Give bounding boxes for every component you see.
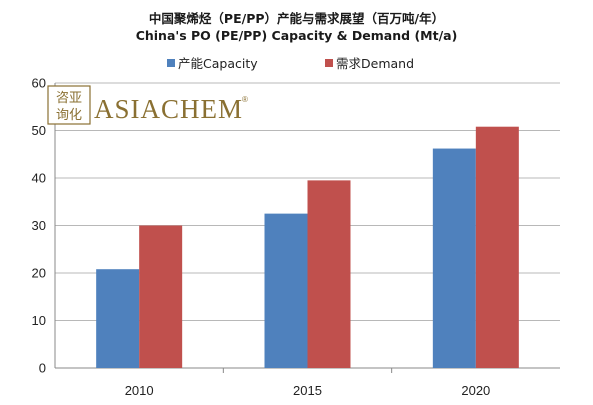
x-tick-label-2020: 2020: [461, 383, 490, 398]
bar-demand-2010: [139, 225, 183, 368]
chart-title: 中国聚烯烃（PE/PP）产能与需求展望（百万吨/年）: [148, 11, 445, 26]
logo-seal-text-bottom: 询化: [56, 108, 82, 123]
y-tick-label: 0: [39, 361, 46, 376]
y-tick-label: 40: [32, 171, 46, 186]
bar-demand-2015: [307, 180, 351, 368]
y-tick-label: 20: [32, 266, 46, 281]
legend: 产能Capacity 需求Demand: [167, 56, 414, 71]
y-tick-label: 60: [32, 76, 46, 91]
y-tick-label: 10: [32, 313, 46, 328]
logo-registered-mark: ®: [242, 95, 248, 104]
bars: [96, 126, 519, 368]
logo-seal-box: [47, 85, 91, 125]
x-tick-label-2010: 2010: [125, 383, 154, 398]
legend-swatch-demand: [325, 59, 333, 67]
legend-label-capacity: 产能Capacity: [178, 56, 258, 71]
asiachem-logo: 咨亚 询化 ASIACHEM ®: [47, 85, 248, 125]
x-tick-label-2015: 2015: [293, 383, 322, 398]
logo-seal-text-top: 咨亚: [56, 91, 82, 106]
legend-swatch-capacity: [167, 59, 175, 67]
bar-capacity-2020: [432, 148, 476, 368]
bar-capacity-2010: [96, 269, 140, 368]
chart-subtitle: China's PO (PE/PP) Capacity & Demand (Mt…: [135, 28, 458, 43]
bar-demand-2020: [475, 126, 519, 368]
y-tick-label: 50: [32, 123, 46, 138]
logo-wordmark: ASIACHEM: [94, 94, 243, 124]
legend-label-demand: 需求Demand: [336, 56, 414, 71]
bar-capacity-2015: [264, 213, 308, 368]
y-tick-label: 30: [32, 218, 46, 233]
